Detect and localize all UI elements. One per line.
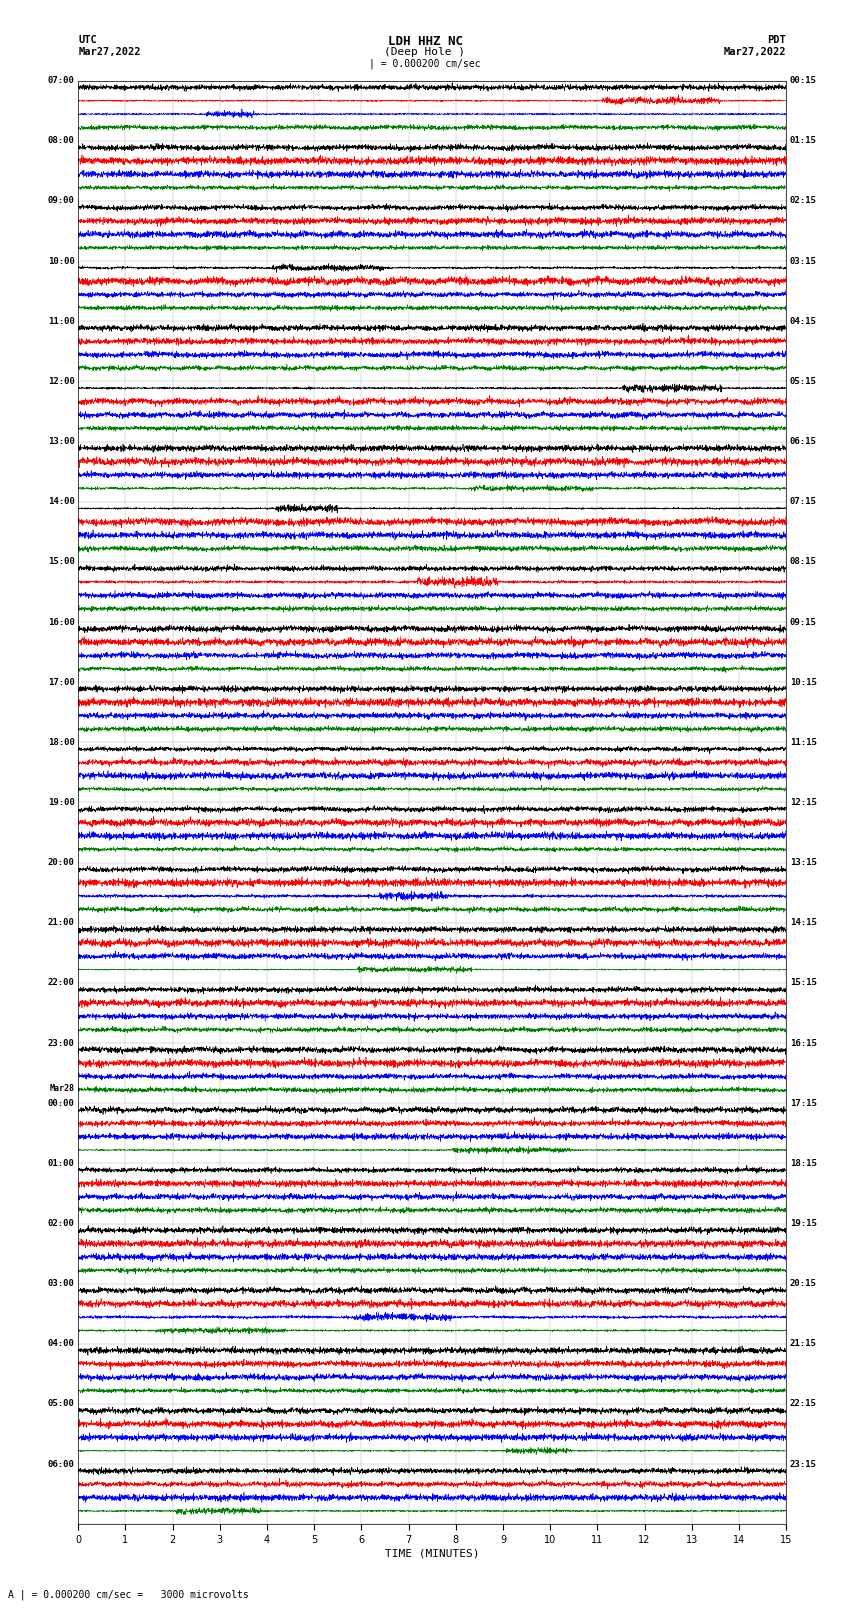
- Text: 21:15: 21:15: [790, 1339, 817, 1348]
- Text: | = 0.000200 cm/sec: | = 0.000200 cm/sec: [369, 58, 481, 69]
- Text: 20:15: 20:15: [790, 1279, 817, 1289]
- Text: 04:15: 04:15: [790, 316, 817, 326]
- Text: 08:00: 08:00: [48, 137, 75, 145]
- Text: 23:00: 23:00: [48, 1039, 75, 1047]
- Text: 01:00: 01:00: [48, 1158, 75, 1168]
- Text: Mar27,2022: Mar27,2022: [723, 47, 786, 56]
- Text: 13:00: 13:00: [48, 437, 75, 447]
- Text: 22:15: 22:15: [790, 1400, 817, 1408]
- Text: 05:00: 05:00: [48, 1400, 75, 1408]
- Text: 05:15: 05:15: [790, 377, 817, 386]
- Text: 17:15: 17:15: [790, 1098, 817, 1108]
- Text: Mar28: Mar28: [49, 1084, 75, 1092]
- Text: 16:00: 16:00: [48, 618, 75, 626]
- Text: A | = 0.000200 cm/sec =   3000 microvolts: A | = 0.000200 cm/sec = 3000 microvolts: [8, 1589, 249, 1600]
- Text: 17:00: 17:00: [48, 677, 75, 687]
- Text: 14:00: 14:00: [48, 497, 75, 506]
- Text: 02:00: 02:00: [48, 1219, 75, 1227]
- X-axis label: TIME (MINUTES): TIME (MINUTES): [385, 1548, 479, 1558]
- Text: 08:15: 08:15: [790, 558, 817, 566]
- Text: 07:15: 07:15: [790, 497, 817, 506]
- Text: UTC: UTC: [78, 35, 97, 45]
- Text: 19:15: 19:15: [790, 1219, 817, 1227]
- Text: 00:00: 00:00: [48, 1098, 75, 1108]
- Text: 18:00: 18:00: [48, 737, 75, 747]
- Text: 20:00: 20:00: [48, 858, 75, 868]
- Text: 09:00: 09:00: [48, 197, 75, 205]
- Text: 16:15: 16:15: [790, 1039, 817, 1047]
- Text: 11:15: 11:15: [790, 737, 817, 747]
- Text: Mar27,2022: Mar27,2022: [78, 47, 141, 56]
- Text: 19:00: 19:00: [48, 798, 75, 806]
- Text: LDH HHZ NC: LDH HHZ NC: [388, 35, 462, 48]
- Text: 06:00: 06:00: [48, 1460, 75, 1468]
- Text: 23:15: 23:15: [790, 1460, 817, 1468]
- Text: 01:15: 01:15: [790, 137, 817, 145]
- Text: 09:15: 09:15: [790, 618, 817, 626]
- Text: 18:15: 18:15: [790, 1158, 817, 1168]
- Text: 04:00: 04:00: [48, 1339, 75, 1348]
- Text: 21:00: 21:00: [48, 918, 75, 927]
- Text: 07:00: 07:00: [48, 76, 75, 85]
- Text: (Deep Hole ): (Deep Hole ): [384, 47, 466, 56]
- Text: 02:15: 02:15: [790, 197, 817, 205]
- Text: 00:15: 00:15: [790, 76, 817, 85]
- Text: 13:15: 13:15: [790, 858, 817, 868]
- Text: 12:00: 12:00: [48, 377, 75, 386]
- Text: 03:15: 03:15: [790, 256, 817, 266]
- Text: 22:00: 22:00: [48, 979, 75, 987]
- Text: 14:15: 14:15: [790, 918, 817, 927]
- Text: PDT: PDT: [768, 35, 786, 45]
- Text: 03:00: 03:00: [48, 1279, 75, 1289]
- Text: 11:00: 11:00: [48, 316, 75, 326]
- Text: 12:15: 12:15: [790, 798, 817, 806]
- Text: 10:15: 10:15: [790, 677, 817, 687]
- Text: 15:00: 15:00: [48, 558, 75, 566]
- Text: 15:15: 15:15: [790, 979, 817, 987]
- Text: 06:15: 06:15: [790, 437, 817, 447]
- Text: 10:00: 10:00: [48, 256, 75, 266]
